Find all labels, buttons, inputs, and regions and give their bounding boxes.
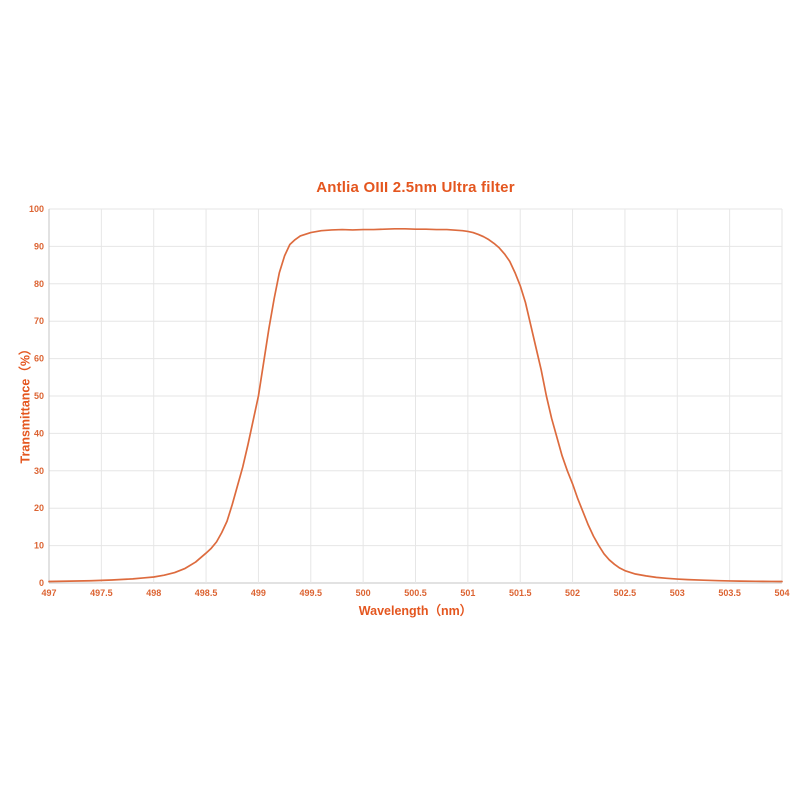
y-tick-label: 10 [34,541,44,551]
x-tick-label: 503.5 [718,588,741,598]
x-axis-title: Wavelength（nm） [358,604,473,618]
x-tick-label: 499 [251,588,266,598]
y-tick-label: 0 [39,578,44,588]
x-tick-label: 500 [356,588,371,598]
x-tick-label: 497 [41,588,56,598]
x-tick-label: 497.5 [90,588,113,598]
x-tick-label: 498.5 [195,588,218,598]
x-tick-label: 504 [774,588,789,598]
chart-title: Antlia OIII 2.5nm Ultra filter [316,179,515,196]
x-tick-label: 502.5 [614,588,637,598]
y-tick-label: 100 [29,204,44,214]
y-tick-label: 30 [34,466,44,476]
transmittance-curve [48,227,783,583]
y-tick-label: 90 [34,241,44,251]
y-tick-label: 70 [34,316,44,326]
x-tick-label: 502 [565,588,580,598]
y-tick-label: 50 [34,391,44,401]
x-tick-label: 499.5 [300,588,323,598]
x-tick-label: 503 [670,588,685,598]
y-axis-title: Transmittance（%） [18,342,33,464]
y-tick-label: 20 [34,503,44,513]
y-tick-label: 60 [34,354,44,364]
y-tick-label: 80 [34,279,44,289]
x-tick-label: 501.5 [509,588,532,598]
y-tick-label: 40 [34,428,44,438]
x-tick-label: 501 [460,588,475,598]
x-tick-label: 500.5 [404,588,427,598]
x-tick-label: 498 [146,588,161,598]
